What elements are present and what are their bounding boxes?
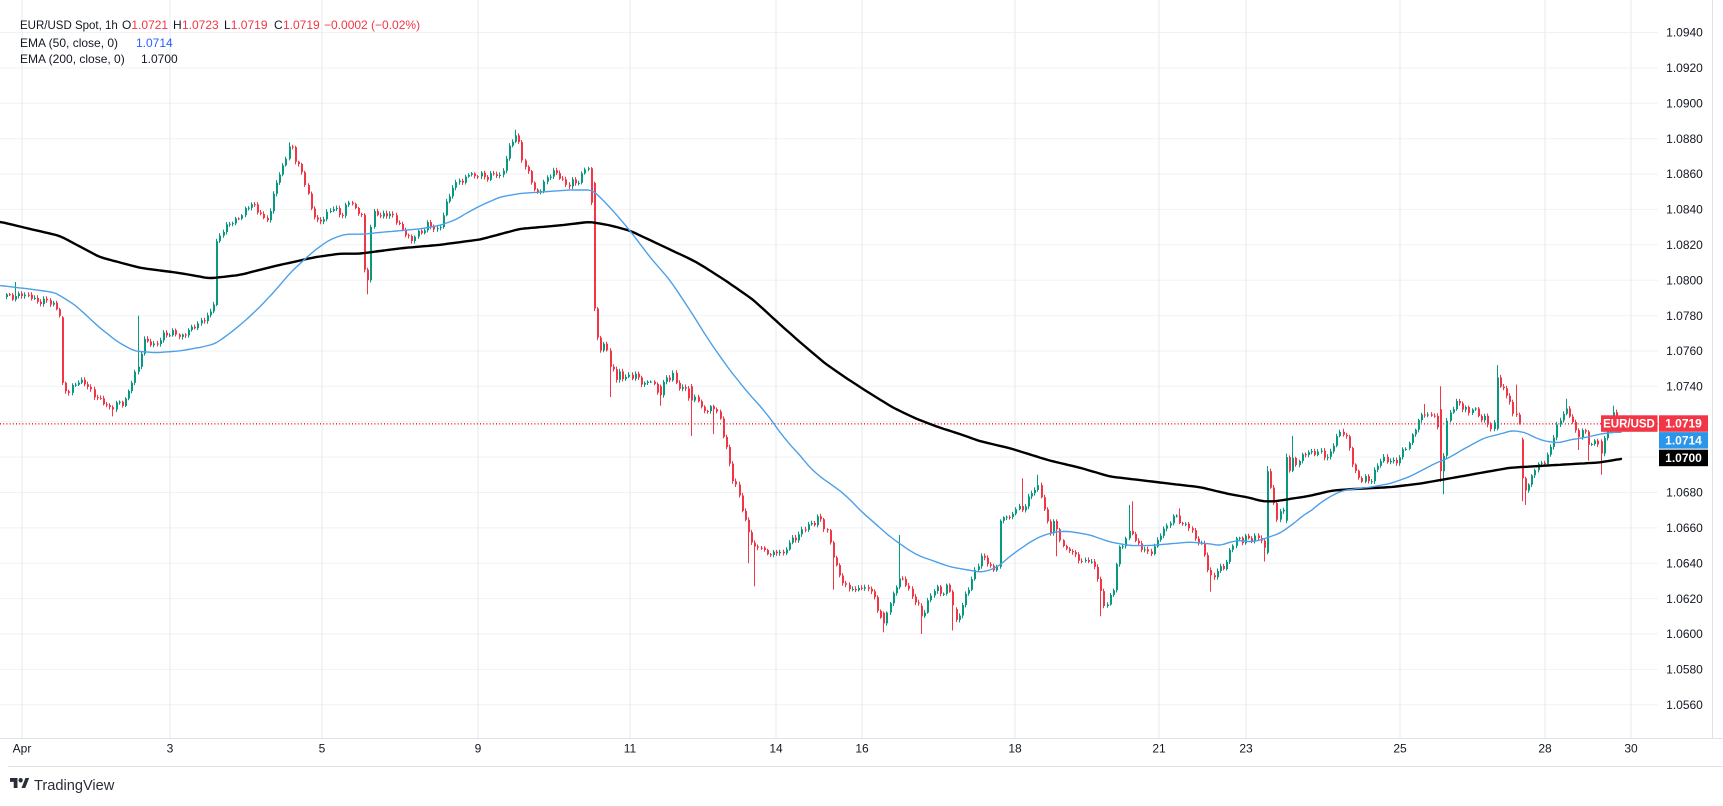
svg-text:1.0640: 1.0640 [1666,557,1703,571]
svg-text:5: 5 [319,742,326,756]
svg-text:1.0719: 1.0719 [1665,417,1702,431]
svg-text:1.0719: 1.0719 [283,18,320,32]
svg-text:1.0740: 1.0740 [1666,380,1703,394]
svg-text:1.0840: 1.0840 [1666,203,1703,217]
svg-text:1.0760: 1.0760 [1666,344,1703,358]
svg-text:Apr: Apr [13,742,32,756]
svg-text:1.0600: 1.0600 [1666,627,1703,641]
svg-text:1.0860: 1.0860 [1666,167,1703,181]
svg-text:28: 28 [1538,742,1552,756]
svg-text:1.0700: 1.0700 [141,52,178,66]
svg-text:23: 23 [1239,742,1253,756]
svg-text:11: 11 [624,742,637,756]
svg-text:1.0680: 1.0680 [1666,486,1703,500]
svg-text:30: 30 [1624,742,1638,756]
svg-text:16: 16 [855,742,869,756]
svg-text:1.0700: 1.0700 [1665,451,1702,465]
svg-text:1.0723: 1.0723 [182,18,219,32]
svg-text:1.0580: 1.0580 [1666,663,1703,677]
svg-text:EMA (50, close, 0): EMA (50, close, 0) [20,36,118,50]
svg-text:1.0900: 1.0900 [1666,97,1703,111]
svg-text:1.0920: 1.0920 [1666,61,1703,75]
svg-text:L: L [224,18,231,32]
svg-text:1.0940: 1.0940 [1666,26,1703,40]
svg-text:1.0820: 1.0820 [1666,238,1703,252]
svg-text:14: 14 [769,742,783,756]
svg-text:1.0714: 1.0714 [136,36,173,50]
svg-text:3: 3 [167,742,174,756]
svg-text:1.0719: 1.0719 [231,18,268,32]
svg-text:EMA (200, close, 0): EMA (200, close, 0) [20,52,125,66]
svg-text:−0.0002 (−0.02%): −0.0002 (−0.02%) [324,18,420,32]
svg-text:1.0780: 1.0780 [1666,309,1703,323]
svg-text:TradingView: TradingView [34,778,115,794]
svg-text:1.0660: 1.0660 [1666,521,1703,535]
svg-text:O: O [122,18,131,32]
svg-text:H: H [173,18,182,32]
svg-text:EUR/USD: EUR/USD [1603,419,1655,431]
svg-text:1.0560: 1.0560 [1666,698,1703,712]
svg-text:EUR/USD Spot, 1h: EUR/USD Spot, 1h [20,20,118,32]
svg-text:1.0880: 1.0880 [1666,132,1703,146]
svg-text:1.0721: 1.0721 [131,18,168,32]
svg-text:18: 18 [1008,742,1022,756]
svg-text:C: C [274,18,283,32]
svg-text:1.0714: 1.0714 [1665,433,1702,447]
svg-text:1.0800: 1.0800 [1666,273,1703,287]
svg-text:21: 21 [1152,742,1166,756]
svg-text:1.0620: 1.0620 [1666,592,1703,606]
svg-text:25: 25 [1393,742,1407,756]
svg-text:9: 9 [475,742,482,756]
